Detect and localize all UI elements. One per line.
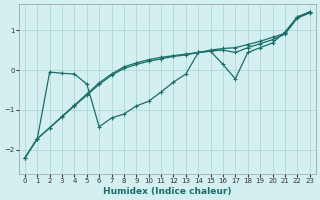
- X-axis label: Humidex (Indice chaleur): Humidex (Indice chaleur): [103, 187, 232, 196]
